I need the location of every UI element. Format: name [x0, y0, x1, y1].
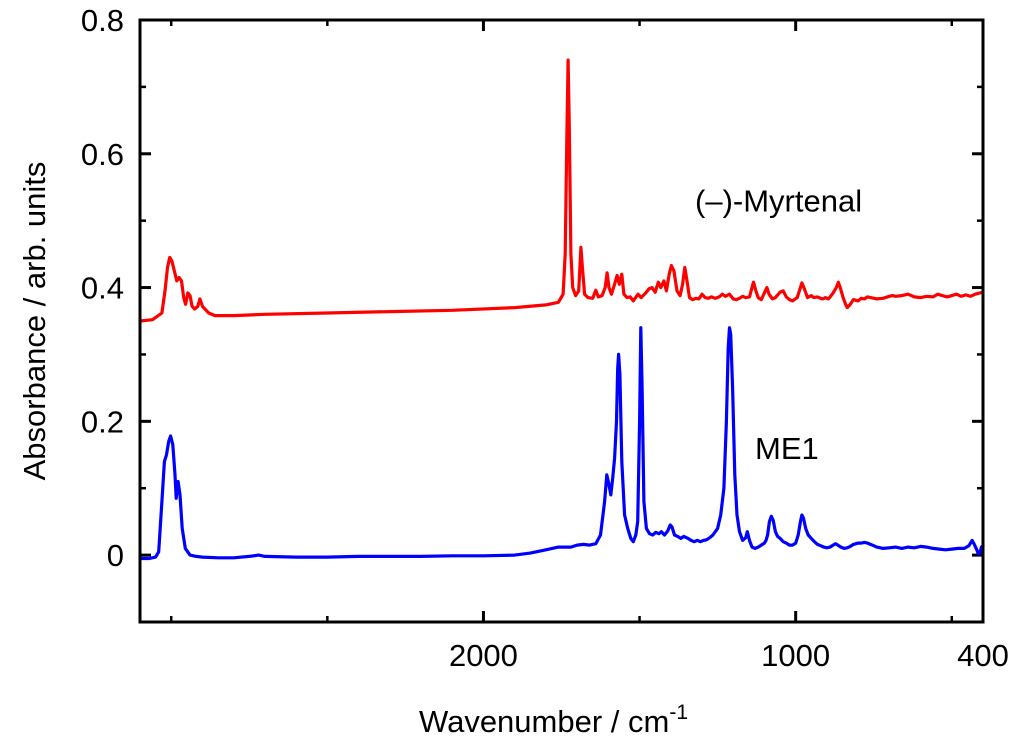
x-axis-title-text: Wavenumber / cm: [419, 704, 669, 739]
x-axis-title-superscript: -1: [669, 701, 688, 724]
y-axis-title: Absorbance / arb. units: [17, 162, 52, 481]
y-tick-label: 0.2: [81, 404, 124, 439]
x-tick-label: 400: [957, 638, 1009, 673]
y-axis-ticks: 0 0.2 0.4 0.6 0.8: [81, 3, 983, 624]
y-tick-label: 0: [107, 538, 124, 573]
y-tick-label: 0.8: [81, 3, 124, 38]
x-axis-ticks: 2000 1000 400: [169, 20, 1009, 673]
series-layer: [138, 58, 985, 561]
x-tick-label: 1000: [761, 638, 830, 673]
series-label-me1: ME1: [755, 431, 819, 466]
x-axis-title: Wavenumber / cm-1: [419, 701, 688, 739]
plot-frame: [138, 18, 985, 624]
series-label-myrtenal: (–)-Myrtenal: [695, 184, 862, 219]
x-tick-label: 2000: [449, 638, 518, 673]
y-tick-label: 0.4: [81, 271, 124, 306]
series-line-myrtenal: [138, 58, 985, 323]
y-tick-label: 0.6: [81, 137, 124, 172]
series-line-me1: [138, 326, 985, 561]
